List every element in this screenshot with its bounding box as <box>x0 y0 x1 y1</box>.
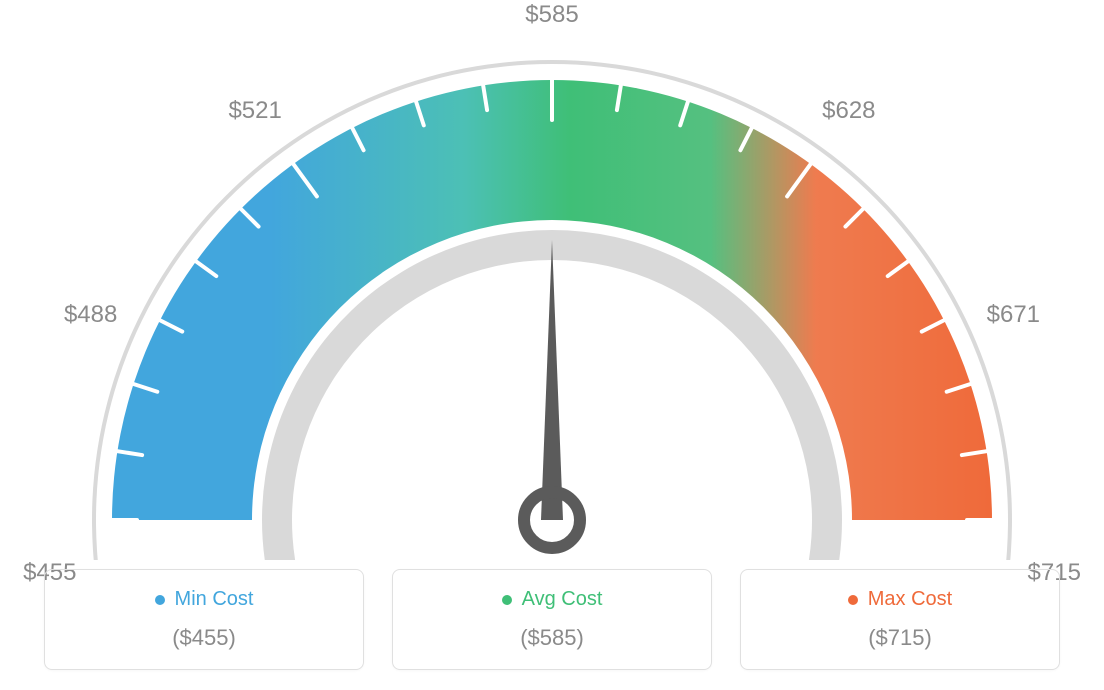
legend-card-avg: Avg Cost ($585) <box>392 569 712 670</box>
legend-value-min: ($455) <box>65 625 343 651</box>
gauge-tick-label: $671 <box>987 301 1040 329</box>
legend-value-avg: ($585) <box>413 625 691 651</box>
gauge-tick-label: $628 <box>822 97 875 125</box>
gauge-area: $455$488$521$585$628$671$715 <box>0 0 1104 560</box>
legend-title-avg: Avg Cost <box>502 588 603 611</box>
dot-icon-min <box>155 595 165 605</box>
gauge-tick-label: $521 <box>228 97 281 125</box>
dot-icon-max <box>848 595 858 605</box>
legend-card-max: Max Cost ($715) <box>740 569 1060 670</box>
legend-title-min: Min Cost <box>155 588 254 611</box>
legend-card-min: Min Cost ($455) <box>44 569 364 670</box>
gauge-tick-label: $585 <box>525 1 578 29</box>
gauge-svg <box>0 0 1104 560</box>
legend-row: Min Cost ($455) Avg Cost ($585) Max Cost… <box>0 569 1104 670</box>
cost-gauge-chart: $455$488$521$585$628$671$715 Min Cost ($… <box>0 0 1104 690</box>
legend-title-text-max: Max Cost <box>868 588 952 611</box>
legend-title-text-min: Min Cost <box>175 588 254 611</box>
legend-title-max: Max Cost <box>848 588 952 611</box>
legend-value-max: ($715) <box>761 625 1039 651</box>
dot-icon-avg <box>502 595 512 605</box>
legend-title-text-avg: Avg Cost <box>522 588 603 611</box>
gauge-tick-label: $488 <box>64 301 117 329</box>
